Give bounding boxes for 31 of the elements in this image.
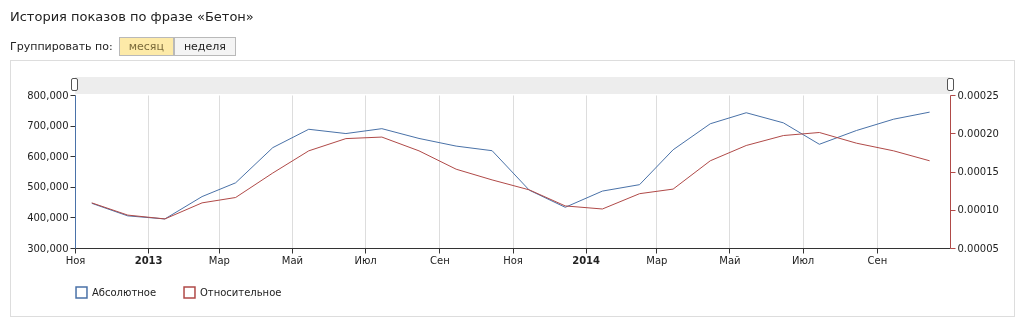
line-series [91,131,931,220]
y2-tick-label: 0.00015 [957,166,999,177]
y2-tick-label: 0.00020 [957,127,999,139]
x-tick-label: Сен [867,254,888,266]
line-series [91,111,931,220]
x-tick-label: 2014 [572,254,601,266]
y-tick-label: 600,000 [27,150,69,162]
y-tick-label: 800,000 [27,89,69,101]
toggle-button: неделя [173,37,236,56]
x-tick-label: 2013 [134,254,163,266]
x-tick-label: Май [719,254,741,266]
x-tick-label: Июл [354,254,377,266]
legend-label: Абсолютное [92,286,157,298]
x-tick-label: Май [281,254,304,266]
y-tick-label: 400,000 [27,211,69,223]
toggle-button: месяц [118,37,174,56]
x-tick-label: Июл [791,254,815,266]
y-tick-label: 700,000 [27,120,69,132]
chart-title: История показов по фразе «Бетон» [10,9,254,24]
y2-tick-label: 0.00010 [957,204,999,216]
x-tick-label: Сен [430,254,450,266]
x-tick-label: Мар [646,254,668,266]
y-tick-label: 300,000 [27,242,69,254]
x-tick-label: Ноя [503,254,523,266]
legend-label: Относительное [200,286,282,298]
y2-tick-label: 0.00005 [957,242,999,254]
text: Группировать по: [10,40,113,53]
y2-tick-label: 0.00025 [957,89,999,101]
x-tick-label: Ноя [65,254,86,266]
x-tick-label: Мар [208,254,230,266]
y-tick-label: 500,000 [27,181,69,193]
